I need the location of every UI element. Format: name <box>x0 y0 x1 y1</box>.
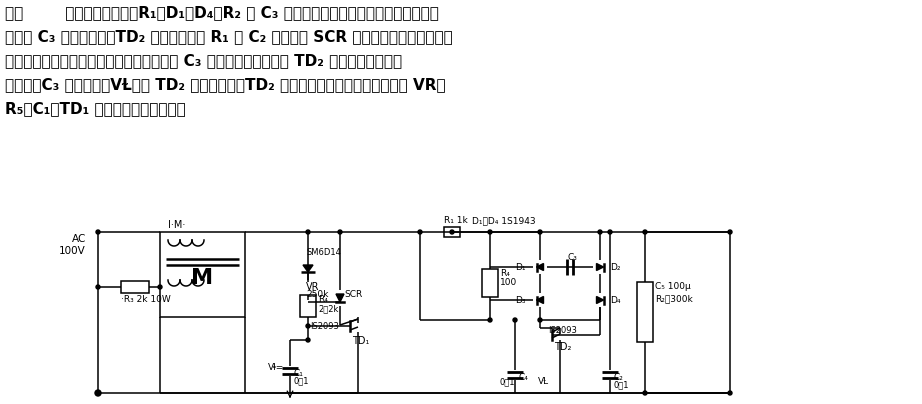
Text: VⱢ: VⱢ <box>538 377 550 386</box>
Circle shape <box>158 285 162 289</box>
Text: 电容器 C₃ 的充电过程，TD₂ 的转折电压由 R₁ 和 C₂ 决定，为 SCR 提供触发脉冲，用超前相: 电容器 C₃ 的充电过程，TD₂ 的转折电压由 R₁ 和 C₂ 决定，为 SCR… <box>5 29 453 44</box>
Text: R₁ 1k: R₁ 1k <box>444 216 467 225</box>
Circle shape <box>418 230 422 234</box>
Circle shape <box>538 318 542 322</box>
Text: R₄: R₄ <box>500 269 510 278</box>
Text: 渐滞后。C₃ 充电结束，VⱢ小于 TD₂ 的转折电压，TD₂ 不再提供触发脉冲，电动机将由 VR、: 渐滞后。C₃ 充电结束，VⱢ小于 TD₂ 的转折电压，TD₂ 不再提供触发脉冲，… <box>5 77 445 92</box>
Text: M: M <box>192 267 214 288</box>
Circle shape <box>306 338 310 342</box>
Text: 2．2k: 2．2k <box>318 304 338 313</box>
Text: D₃: D₃ <box>515 296 526 305</box>
Text: 0．1: 0．1 <box>613 380 629 389</box>
Text: 图：        所示控制电路中，R₁、D₁～D₄、R₂ 和 C₃ 组成启动补偿电路。启动时由于大容量: 图： 所示控制电路中，R₁、D₁～D₄、R₂ 和 C₃ 组成启动补偿电路。启动时… <box>5 5 439 20</box>
Circle shape <box>96 391 100 395</box>
Circle shape <box>513 318 517 322</box>
Circle shape <box>306 324 310 328</box>
Text: IS2093: IS2093 <box>310 322 339 331</box>
Polygon shape <box>537 297 543 303</box>
Polygon shape <box>303 265 313 272</box>
Bar <box>300 295 316 317</box>
Text: D₄: D₄ <box>610 296 621 305</box>
Circle shape <box>643 391 647 395</box>
Text: D₁: D₁ <box>515 263 526 272</box>
Bar <box>121 281 149 293</box>
Text: SM6D14: SM6D14 <box>306 248 341 257</box>
Circle shape <box>488 318 492 322</box>
Text: 250k: 250k <box>306 290 328 299</box>
Text: SCR: SCR <box>344 290 362 299</box>
Bar <box>160 232 245 317</box>
Text: R₄: R₄ <box>318 295 328 304</box>
Text: I·M·: I·M· <box>168 220 185 230</box>
Text: C₃: C₃ <box>567 253 577 262</box>
Text: C₅ 100μ: C₅ 100μ <box>655 282 691 291</box>
Text: D₂: D₂ <box>610 263 621 272</box>
Bar <box>482 269 498 297</box>
Text: IS2093: IS2093 <box>548 326 577 335</box>
Text: 位使其导通，为电动机提供启动电流。随着 C₃ 充电电压升高，来自 TD₂ 的触发脉冲相位逐: 位使其导通，为电动机提供启动电流。随着 C₃ 充电电压升高，来自 TD₂ 的触发… <box>5 53 402 68</box>
Circle shape <box>728 230 732 234</box>
Text: AC
100V: AC 100V <box>59 234 86 256</box>
Text: C₂: C₂ <box>613 373 623 382</box>
Circle shape <box>96 230 100 234</box>
Text: D₁～D₄ 1S1943: D₁～D₄ 1S1943 <box>472 216 536 225</box>
Circle shape <box>488 230 492 234</box>
Polygon shape <box>597 297 604 303</box>
Polygon shape <box>336 294 344 302</box>
Circle shape <box>608 230 612 234</box>
Text: R₅、C₁、TD₁ 所决定的相位而运转。: R₅、C₁、TD₁ 所决定的相位而运转。 <box>5 101 185 116</box>
Bar <box>637 282 653 342</box>
Text: 0．1: 0．1 <box>293 376 309 385</box>
Text: 100: 100 <box>500 278 517 287</box>
Text: TD₂: TD₂ <box>554 342 572 352</box>
Text: C₁: C₁ <box>293 369 302 378</box>
Circle shape <box>338 230 342 234</box>
Circle shape <box>538 230 542 234</box>
Text: R₂：300k: R₂：300k <box>655 294 692 303</box>
Text: ·R₃ 2k 10W: ·R₃ 2k 10W <box>121 295 171 304</box>
Circle shape <box>95 390 101 396</box>
Bar <box>444 227 460 237</box>
Text: 0．1: 0．1 <box>499 377 514 386</box>
Circle shape <box>598 230 602 234</box>
Polygon shape <box>597 263 604 271</box>
Circle shape <box>450 230 454 234</box>
Polygon shape <box>537 263 543 271</box>
Text: VR: VR <box>306 282 320 292</box>
Circle shape <box>728 391 732 395</box>
Text: C₄: C₄ <box>518 373 528 382</box>
Circle shape <box>306 230 310 234</box>
Text: TD₁: TD₁ <box>352 336 370 346</box>
Circle shape <box>643 230 647 234</box>
Text: Vⱡ=: Vⱡ= <box>268 362 284 372</box>
Circle shape <box>96 285 100 289</box>
